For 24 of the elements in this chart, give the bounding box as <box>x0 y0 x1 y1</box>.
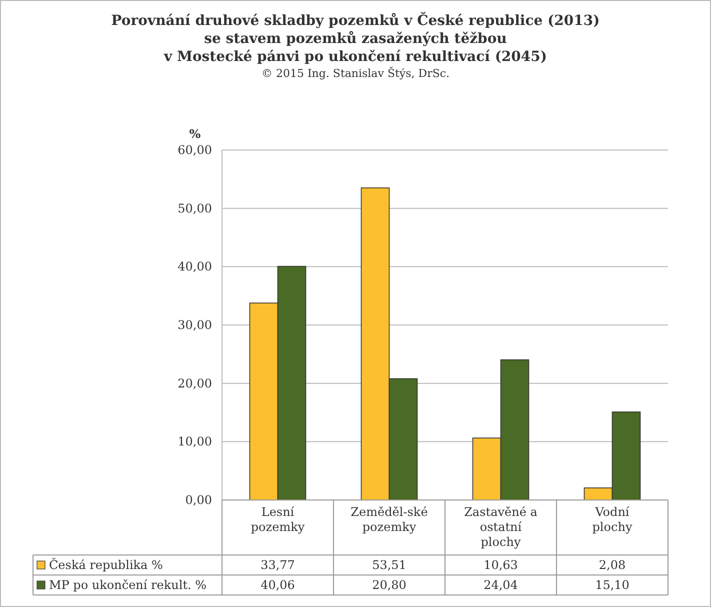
x-tick-label: Lesní pozemky <box>250 505 305 534</box>
y-tick-label: 0,00 <box>185 493 212 507</box>
data-label: 40,06 <box>260 578 295 592</box>
data-label: 33,77 <box>260 558 295 572</box>
chart-subtitle: © 2015 Ing. Stanislav Štýs, DrSc. <box>261 66 450 80</box>
y-tick-label: 50,00 <box>178 201 212 216</box>
y-tick-label: 30,00 <box>178 318 212 332</box>
y-tick-label: 40,00 <box>178 260 212 274</box>
data-label: 15,10 <box>595 578 630 592</box>
x-tick-label: Zastavěné a ostatní plochy <box>464 505 538 549</box>
x-tick-label: Zeměděl-ské pozemky <box>350 505 428 534</box>
data-label: 2,08 <box>598 558 626 572</box>
y-axis-title: % <box>189 127 202 141</box>
legend-label: MP po ukončení rekult. % <box>49 578 207 592</box>
x-tick-label: Vodní plochy <box>592 505 632 534</box>
y-tick-label: 10,00 <box>178 434 212 449</box>
y-tick-label: 20,00 <box>178 376 212 390</box>
y-tick-label: 60,00 <box>178 143 212 157</box>
data-label: 53,51 <box>372 558 406 572</box>
chart-title: Porovnání druhové skladby pozemků v České republice (2013) se stavem pozemků zasažených těžbou v Mostecké pánvi po ukončení rekultivací (2045) <box>111 12 600 65</box>
data-label: 20,80 <box>372 578 406 592</box>
data-label: 10,63 <box>484 558 518 572</box>
data-label: 24,04 <box>484 578 518 592</box>
legend-label: Česká republika % <box>49 557 163 572</box>
